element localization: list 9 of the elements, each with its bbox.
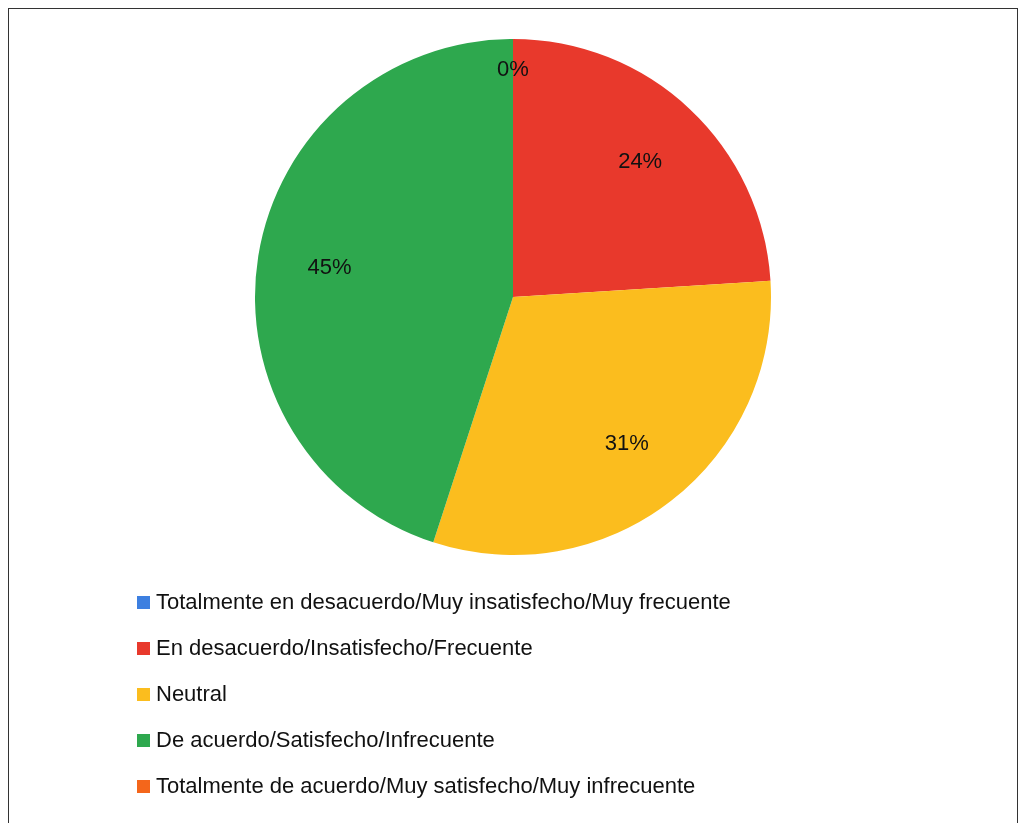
legend-label: De acuerdo/Satisfecho/Infrecuente [156,727,495,753]
text: 0% [497,56,529,82]
legend-label: Totalmente en desacuerdo/Muy insatisfecho/Muy frecuente [156,589,731,615]
data-label: 45% [307,254,352,279]
legend-label: En desacuerdo/Insatisfecho/Frecuente [156,635,533,661]
legend-label: Neutral [156,681,227,707]
data-label: 24% [618,147,663,173]
legend-label: Totalmente de acuerdo/Muy satisfecho/Muy infrecuente [156,773,696,799]
data-label: 31% [604,429,649,455]
